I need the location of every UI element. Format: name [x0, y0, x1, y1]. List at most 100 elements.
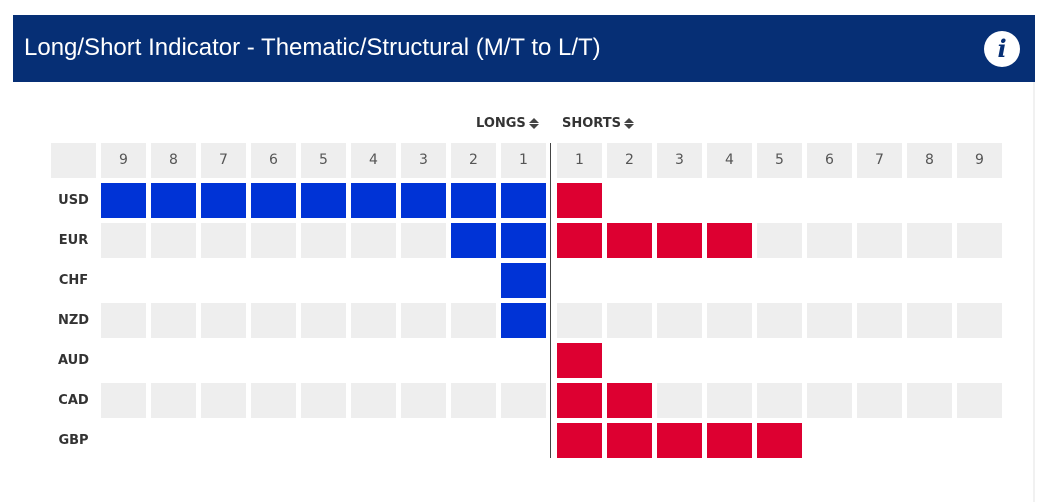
- empty-cell: [707, 383, 752, 418]
- empty-cell: [757, 383, 802, 418]
- short-bar-segment: [657, 423, 702, 458]
- short-bar-segment: [607, 423, 652, 458]
- long-bar-segment: [151, 183, 196, 218]
- empty-cell: [807, 303, 852, 338]
- empty-cell: [151, 383, 196, 418]
- row-label-cad: CAD: [58, 393, 89, 408]
- long-bar-segment: [501, 303, 546, 338]
- empty-cell: [151, 223, 196, 258]
- empty-cell: [807, 223, 852, 258]
- short-bar-segment: [707, 423, 752, 458]
- short-bar-segment: [557, 223, 602, 258]
- long-bar-segment: [501, 263, 546, 298]
- panel-header: Long/Short Indicator - Thematic/Structur…: [13, 15, 1035, 82]
- empty-cell: [201, 223, 246, 258]
- empty-cell: [101, 223, 146, 258]
- empty-cell: [857, 223, 902, 258]
- row-label-nzd: NZD: [57, 313, 90, 328]
- short-tick-label: 3: [657, 143, 702, 178]
- empty-cell: [101, 383, 146, 418]
- short-bar-segment: [557, 183, 602, 218]
- row-label-eur: EUR: [58, 233, 89, 248]
- corner-cell: [51, 143, 96, 178]
- short-bar-segment: [707, 223, 752, 258]
- empty-cell: [301, 223, 346, 258]
- long-tick-label: 8: [151, 143, 196, 178]
- empty-cell: [957, 303, 1002, 338]
- empty-cell: [151, 303, 196, 338]
- short-tick-label: 5: [757, 143, 802, 178]
- shorts-label: SHORTS: [562, 115, 621, 131]
- short-bar-segment: [657, 223, 702, 258]
- long-bar-segment: [501, 183, 546, 218]
- short-bar-segment: [557, 343, 602, 378]
- empty-cell: [401, 303, 446, 338]
- short-tick-label: 2: [607, 143, 652, 178]
- long-bar-segment: [301, 183, 346, 218]
- empty-cell: [707, 303, 752, 338]
- empty-cell: [451, 303, 496, 338]
- empty-cell: [857, 383, 902, 418]
- long-tick-label: 9: [101, 143, 146, 178]
- row-label-usd: USD: [58, 193, 89, 208]
- empty-cell: [907, 383, 952, 418]
- long-bar-segment: [201, 183, 246, 218]
- empty-cell: [501, 383, 546, 418]
- long-tick-label: 2: [451, 143, 496, 178]
- empty-cell: [401, 383, 446, 418]
- long-tick-label: 1: [501, 143, 546, 178]
- empty-cell: [557, 303, 602, 338]
- empty-cell: [201, 303, 246, 338]
- empty-cell: [201, 383, 246, 418]
- empty-cell: [451, 383, 496, 418]
- empty-cell: [301, 383, 346, 418]
- long-tick-label: 3: [401, 143, 446, 178]
- empty-cell: [351, 383, 396, 418]
- long-bar-segment: [401, 183, 446, 218]
- empty-cell: [857, 303, 902, 338]
- long-tick-label: 7: [201, 143, 246, 178]
- empty-cell: [757, 303, 802, 338]
- shorts-sort-header[interactable]: SHORTS: [562, 114, 634, 132]
- empty-cell: [351, 303, 396, 338]
- row-label-gbp: GBP: [58, 433, 89, 448]
- long-bar-segment: [251, 183, 296, 218]
- longs-label: LONGS: [476, 115, 526, 131]
- empty-cell: [607, 303, 652, 338]
- row-label-aud: AUD: [57, 353, 89, 368]
- empty-cell: [907, 223, 952, 258]
- long-bar-segment: [101, 183, 146, 218]
- empty-cell: [301, 303, 346, 338]
- empty-cell: [251, 383, 296, 418]
- panel-title: Long/Short Indicator - Thematic/Structur…: [24, 34, 601, 61]
- short-tick-label: 4: [707, 143, 752, 178]
- long-tick-label: 4: [351, 143, 396, 178]
- sort-icon: [623, 117, 634, 129]
- short-bar-segment: [557, 383, 602, 418]
- long-bar-segment: [451, 183, 496, 218]
- empty-cell: [657, 303, 702, 338]
- empty-cell: [957, 383, 1002, 418]
- info-icon[interactable]: i: [984, 31, 1020, 67]
- empty-cell: [351, 223, 396, 258]
- long-bar-segment: [451, 223, 496, 258]
- short-bar-segment: [607, 383, 652, 418]
- short-tick-label: 7: [857, 143, 902, 178]
- short-bar-segment: [557, 423, 602, 458]
- empty-cell: [907, 303, 952, 338]
- short-tick-label: 1: [557, 143, 602, 178]
- empty-cell: [251, 303, 296, 338]
- short-tick-label: 8: [907, 143, 952, 178]
- empty-cell: [957, 223, 1002, 258]
- row-label-chf: CHF: [58, 273, 89, 288]
- empty-cell: [101, 303, 146, 338]
- long-tick-label: 6: [251, 143, 296, 178]
- empty-cell: [251, 223, 296, 258]
- empty-cell: [807, 383, 852, 418]
- panel-edge: [1033, 82, 1035, 502]
- empty-cell: [401, 223, 446, 258]
- short-tick-label: 6: [807, 143, 852, 178]
- longs-sort-header[interactable]: LONGS: [476, 114, 539, 132]
- long-bar-segment: [351, 183, 396, 218]
